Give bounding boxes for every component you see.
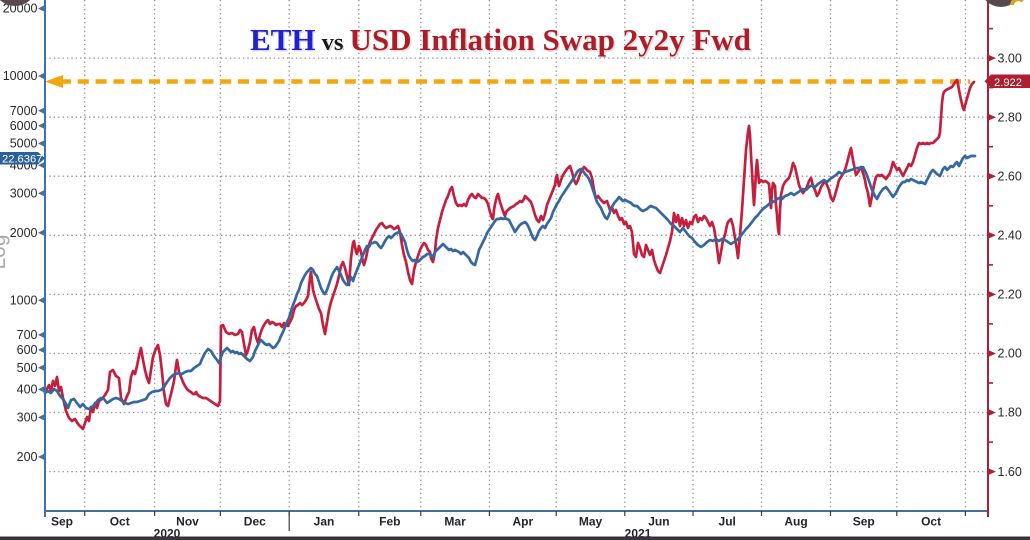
svg-text:400: 400: [17, 383, 38, 397]
svg-text:Sep: Sep: [853, 515, 875, 529]
svg-text:Oct: Oct: [921, 515, 941, 529]
svg-text:2.40: 2.40: [998, 229, 1022, 243]
svg-text:2.60: 2.60: [998, 169, 1022, 183]
svg-text:2.20: 2.20: [998, 288, 1022, 302]
svg-text:10000: 10000: [3, 69, 38, 83]
svg-text:ETH vs USD Inflation Swap 2y2y: ETH vs USD Inflation Swap 2y2y Fwd: [250, 22, 751, 57]
svg-text:1000: 1000: [10, 293, 38, 307]
svg-text:5000: 5000: [10, 137, 38, 151]
svg-text:Jun: Jun: [648, 515, 669, 529]
svg-text:200: 200: [17, 450, 38, 464]
svg-text:22.6367: 22.6367: [2, 154, 42, 166]
svg-text:6000: 6000: [10, 119, 38, 133]
svg-text:Log: Log: [0, 234, 10, 269]
svg-text:Jan: Jan: [314, 515, 335, 529]
svg-text:3.00: 3.00: [998, 51, 1022, 65]
svg-text:ETH vs USD Inflation Swap 2y2y: ETH vs USD Inflation Swap 2y2y Fwd: [252, 24, 753, 59]
svg-text:2000: 2000: [10, 226, 38, 240]
svg-text:500: 500: [17, 361, 38, 375]
svg-text:Nov: Nov: [176, 515, 199, 529]
svg-text:3000: 3000: [10, 186, 38, 200]
svg-text:Feb: Feb: [379, 515, 400, 529]
svg-text:600: 600: [17, 343, 38, 357]
svg-text:700: 700: [17, 328, 38, 342]
svg-text:Oct: Oct: [110, 515, 130, 529]
svg-text:Dec: Dec: [244, 515, 266, 529]
svg-text:Aug: Aug: [784, 515, 807, 529]
svg-text:Apr: Apr: [512, 515, 533, 529]
svg-text:May: May: [579, 515, 603, 529]
svg-text:2.80: 2.80: [998, 110, 1022, 124]
svg-text:7000: 7000: [10, 104, 38, 118]
svg-text:2.00: 2.00: [998, 347, 1022, 361]
svg-text:300: 300: [17, 411, 38, 425]
svg-text:1.80: 1.80: [998, 406, 1022, 420]
svg-text:Jul: Jul: [719, 515, 736, 529]
svg-text:1.60: 1.60: [998, 465, 1022, 479]
svg-text:Sep: Sep: [51, 515, 73, 529]
svg-text:2.922: 2.922: [994, 77, 1022, 89]
svg-text:Mar: Mar: [444, 515, 466, 529]
